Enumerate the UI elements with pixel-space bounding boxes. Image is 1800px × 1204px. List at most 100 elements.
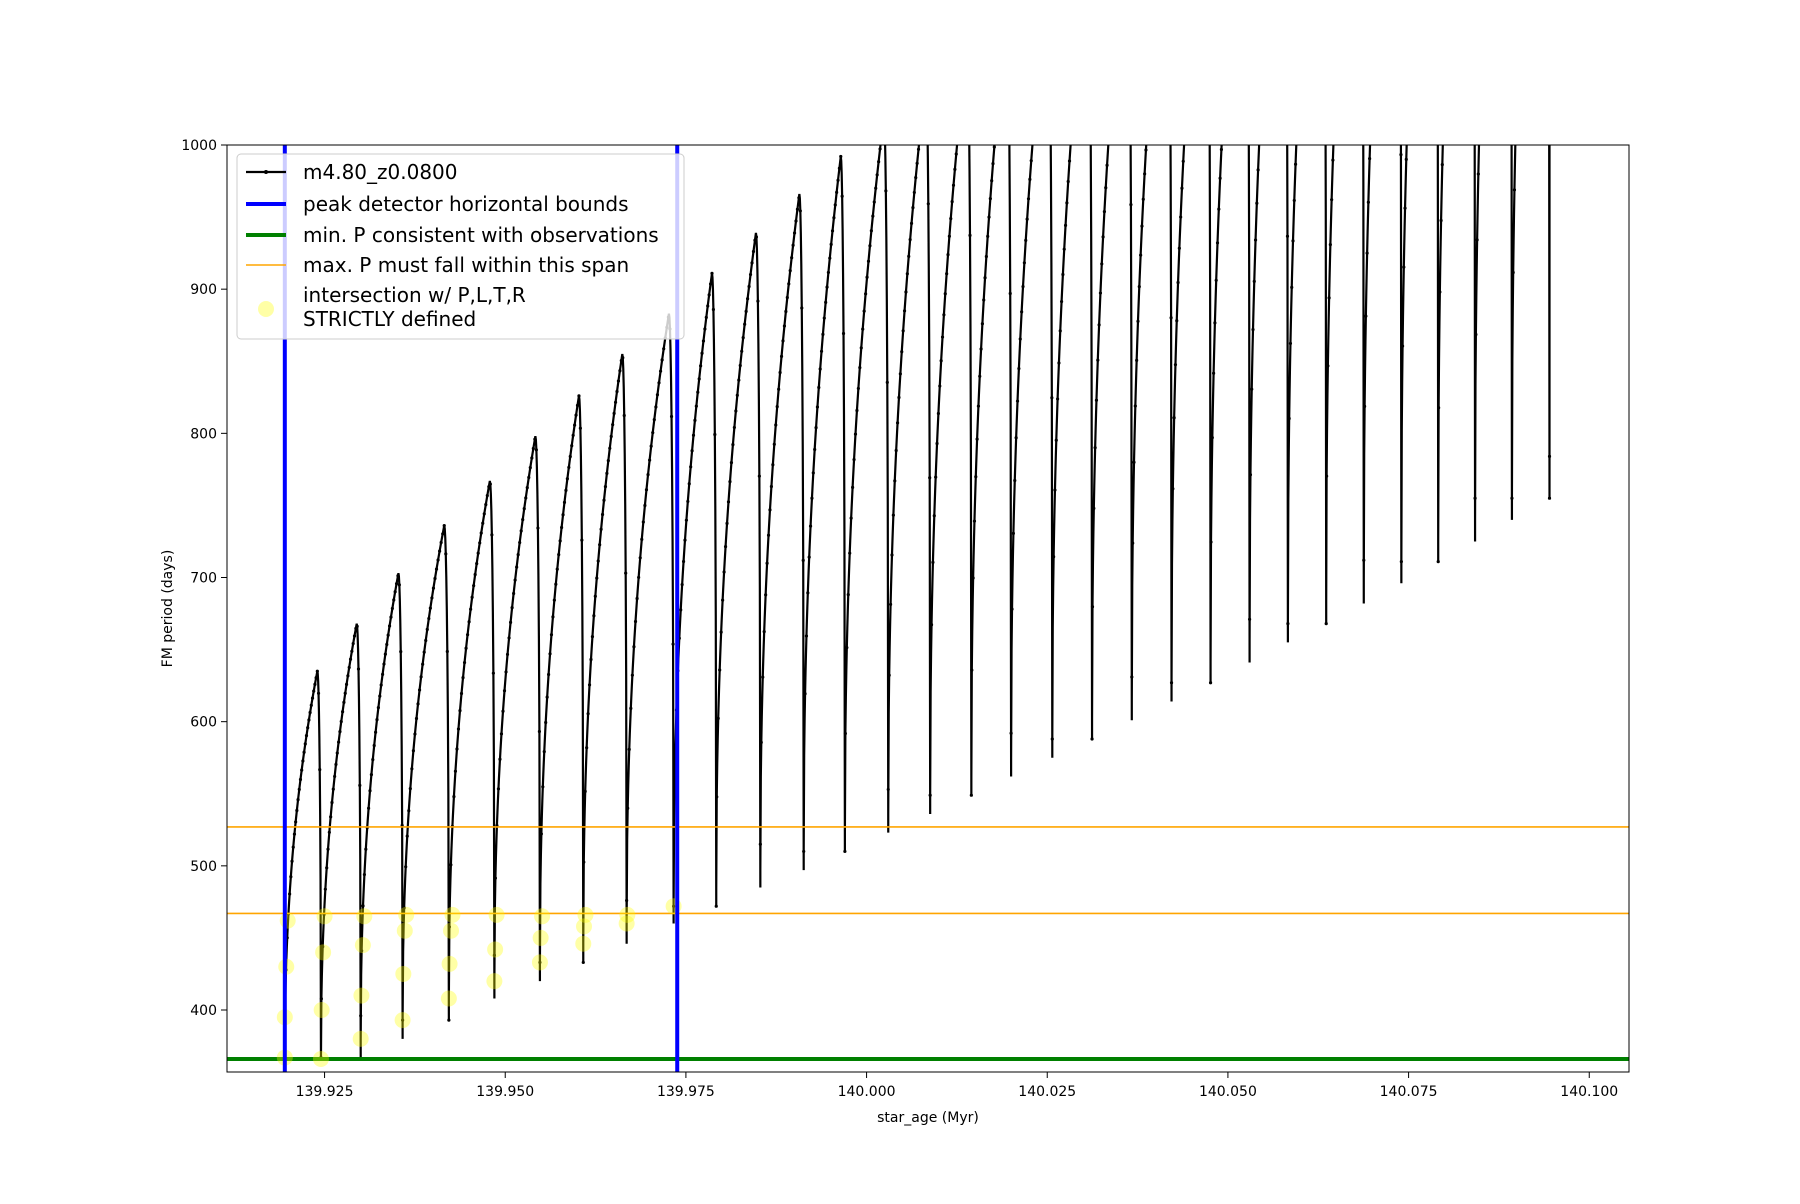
series-point (697, 377, 701, 381)
series-point (779, 354, 784, 358)
series-point (1056, 397, 1060, 401)
series-point (1021, 284, 1025, 289)
series-point (485, 493, 489, 498)
series-point (598, 543, 602, 547)
series-point (476, 551, 480, 555)
series-point (655, 393, 660, 397)
x-tick-label: 140.050 (1199, 1084, 1257, 1100)
series-point (329, 815, 333, 819)
series-point (976, 404, 981, 408)
series-point (624, 571, 628, 575)
series-point (296, 798, 300, 802)
legend-entry: m4.80_z0.0800 (246, 160, 458, 184)
series-point (994, 129, 997, 132)
series-point (843, 731, 847, 736)
series-point (1008, 291, 1012, 296)
series-point (1151, 44, 1154, 47)
series-point (640, 537, 644, 541)
series-point (352, 634, 357, 638)
series-point (1262, 57, 1265, 60)
series-point (472, 584, 476, 588)
series-point (1366, 200, 1370, 204)
series-point (721, 598, 725, 602)
series-point (1005, 15, 1008, 18)
series-point (1219, 147, 1224, 152)
series-point (1437, 406, 1441, 410)
series-point (346, 674, 350, 678)
y-tick-label: 800 (190, 426, 217, 442)
series-point (319, 997, 323, 1001)
series-point (795, 207, 800, 211)
series-point (817, 385, 821, 390)
series-point (1075, 68, 1078, 71)
series-point (355, 624, 359, 628)
series-point (1177, 246, 1181, 250)
series-point (788, 269, 792, 273)
series-point (444, 552, 448, 556)
series-point (915, 161, 919, 165)
series-point (824, 300, 828, 304)
series-point (1547, 496, 1552, 500)
series-point (920, 121, 923, 124)
series-point (1290, 285, 1294, 289)
series-point (657, 381, 661, 385)
series-point (855, 408, 859, 413)
series-point (877, 160, 881, 164)
series-point (904, 290, 908, 294)
series-point (408, 786, 412, 791)
series-point (766, 533, 771, 537)
series-point (574, 413, 578, 417)
intersection-point (534, 908, 551, 925)
series-point (484, 502, 488, 507)
series-point (1259, 109, 1262, 112)
series-point (643, 503, 647, 508)
series-point (1517, 31, 1520, 34)
x-tick-label: 140.025 (1018, 1084, 1076, 1100)
series-point (1154, 8, 1157, 11)
series-point (364, 847, 368, 851)
series-point (895, 421, 900, 425)
series-point (651, 431, 655, 435)
series-point (979, 347, 983, 351)
series-point (330, 800, 334, 805)
series-point (1479, 73, 1482, 76)
series-point (1439, 218, 1443, 223)
series-point (715, 795, 719, 799)
series-point (1253, 238, 1258, 242)
series-point (427, 616, 431, 621)
series-point (351, 641, 355, 646)
series-point (716, 716, 720, 721)
series-point (1173, 363, 1178, 367)
series-point (740, 349, 744, 353)
series-point (1009, 731, 1013, 735)
series-point (837, 166, 842, 170)
series-point (606, 459, 610, 463)
series-point (1213, 321, 1217, 325)
series-point (902, 309, 907, 313)
series-point (442, 524, 446, 528)
series-point (327, 830, 331, 834)
series-point (1007, 87, 1010, 90)
series-point (1325, 474, 1329, 478)
series-point (1191, 6, 1194, 9)
series-point (616, 379, 621, 383)
legend-entry: min. P consistent with observations (246, 223, 659, 247)
intersection-point (315, 944, 332, 961)
y-tick-label: 400 (190, 1003, 217, 1019)
series-point (478, 541, 482, 545)
series-point (761, 675, 765, 679)
series-point (1071, 121, 1074, 124)
x-tick-label: 140.075 (1380, 1084, 1438, 1100)
intersection-point (444, 906, 461, 923)
series-point (447, 1018, 451, 1022)
x-tick-label: 140.000 (838, 1084, 896, 1100)
series-point (1331, 158, 1335, 162)
series-point (732, 425, 736, 430)
series-point (845, 646, 849, 650)
series-point (758, 842, 762, 846)
series-point (504, 670, 508, 674)
series-point (864, 292, 868, 296)
series-point (1018, 337, 1022, 341)
intersection-point (531, 954, 548, 971)
series-point (907, 254, 911, 258)
